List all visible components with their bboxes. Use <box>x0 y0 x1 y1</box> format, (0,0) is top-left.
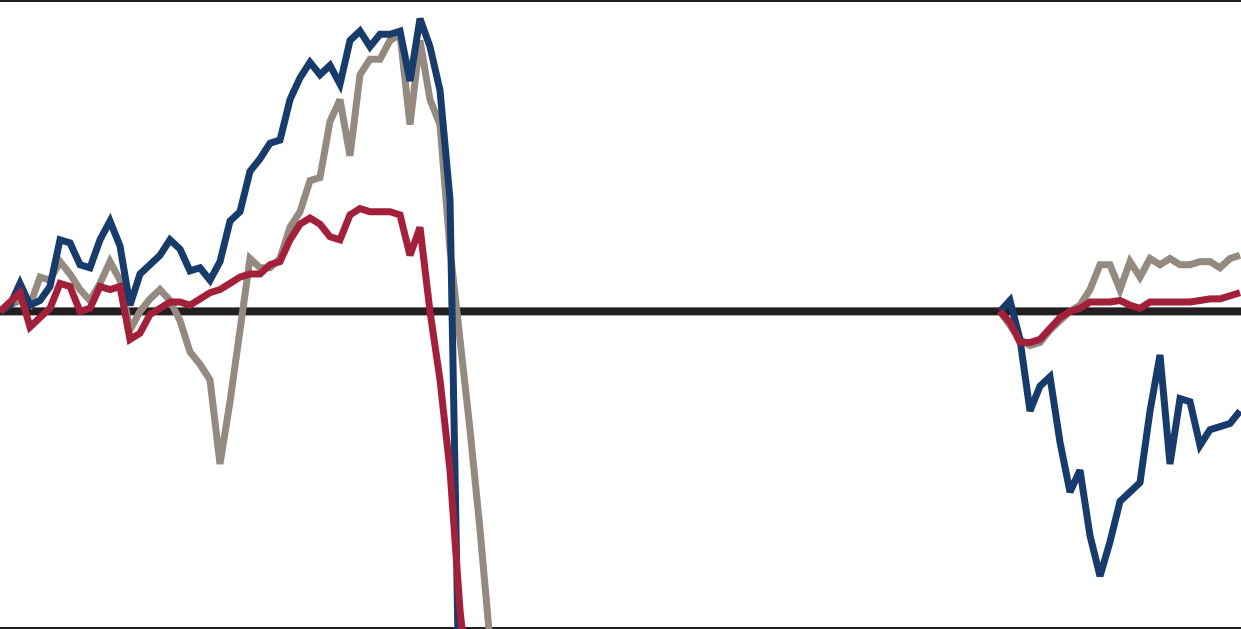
series-line <box>0 28 1241 629</box>
series-line <box>0 17 1241 629</box>
series-line <box>0 204 1241 629</box>
